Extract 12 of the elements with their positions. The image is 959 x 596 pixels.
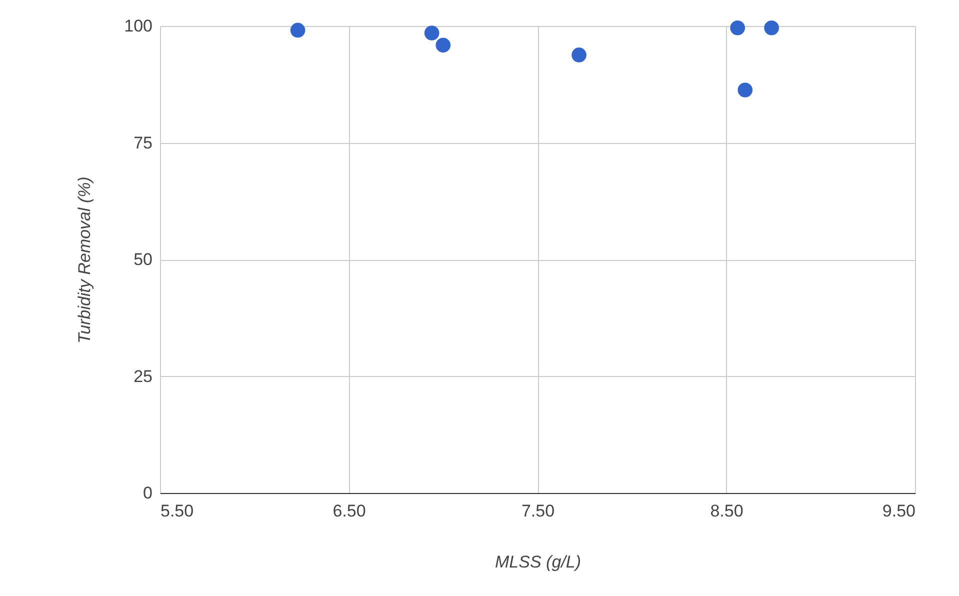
x-tick-label: 9.50 [882,502,916,520]
y-tick-label: 0 [143,484,152,502]
x-tick-label: 6.50 [332,502,366,520]
y-tick-label: 25 [134,366,152,386]
y-tick-label: 100 [124,16,152,36]
y-axis-title: Turbidity Removal (%) [75,176,94,344]
y-tick-label: 75 [134,133,152,152]
x-tick-label: 5.50 [160,502,194,520]
x-tick-label: 8.50 [710,502,744,520]
x-axis-title: MLSS (g/L) [495,552,581,572]
y-tick-label: 50 [134,250,152,269]
x-tick-label: 7.50 [521,502,555,520]
